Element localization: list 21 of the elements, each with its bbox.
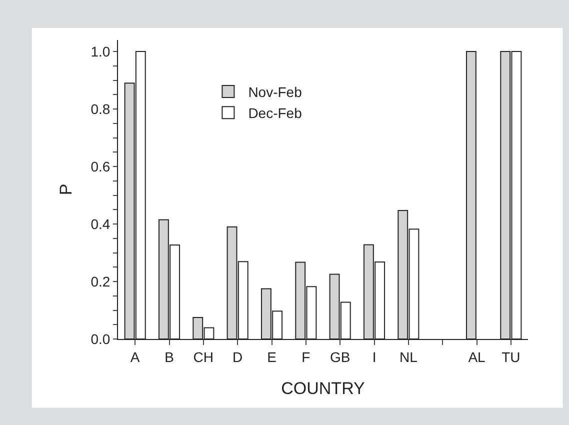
x-tick-label: E [267,348,276,365]
x-tick-label: CH [193,348,214,365]
x-tick-label: B [164,348,174,365]
x-tick-label: D [232,348,243,365]
x-tick-label: GB [330,348,350,365]
y-tick-label: 0.0 [90,330,110,347]
legend-label: Nov-Feb [248,84,302,100]
y-tick-label: 0.4 [90,216,110,232]
y-tick-label: 1.0 [90,43,110,60]
y-tick-label: 0.6 [90,158,110,174]
y-tick-label: 0.8 [90,100,110,117]
y-tick-label: 0.2 [90,273,110,290]
x-tick-label: AL [468,348,486,365]
x-tick-label: I [372,348,376,365]
x-tick-label: A [130,348,140,365]
x-tick-label: TU [502,348,520,365]
legend-label: Dec-Feb [248,105,302,122]
y-axis-title: P [56,184,76,196]
x-axis-title: COUNTRY [281,379,365,398]
x-tick-label: NL [399,348,418,365]
x-tick-label: F [302,348,310,365]
